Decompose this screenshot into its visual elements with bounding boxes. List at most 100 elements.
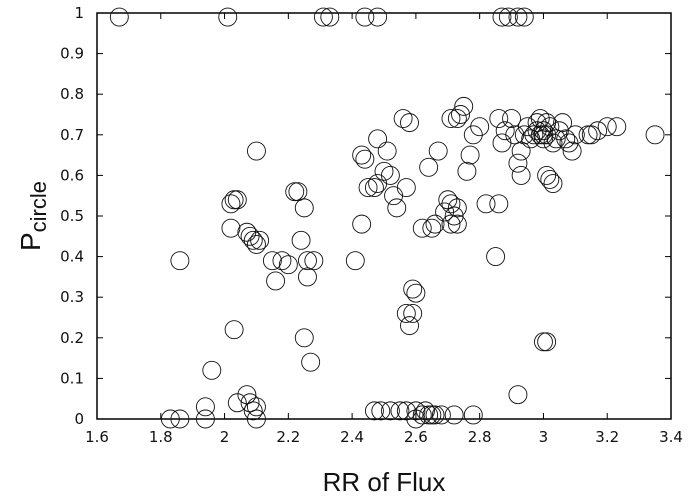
x-tick-label: 3 (539, 428, 549, 446)
data-point (447, 214, 467, 234)
x-tick-label: 3.4 (659, 428, 683, 446)
data-point (368, 129, 388, 149)
data-point (109, 7, 129, 27)
data-point (476, 194, 496, 214)
data-point (195, 397, 215, 417)
data-point (514, 7, 534, 27)
data-point (355, 7, 375, 27)
data-point (380, 165, 400, 185)
data-point (364, 401, 384, 421)
x-tick-label: 2.8 (468, 428, 492, 446)
data-point (527, 121, 547, 141)
data-point (492, 133, 512, 153)
y-tick-label: 0.6 (60, 166, 84, 184)
x-tick-label: 2.2 (276, 428, 300, 446)
svg-text:Pcircle: Pcircle (15, 181, 51, 251)
data-point (514, 125, 534, 145)
data-point (460, 145, 480, 165)
data-point (530, 109, 550, 129)
data-points (109, 7, 665, 429)
data-point (384, 186, 404, 206)
data-point (597, 117, 617, 137)
data-point (406, 401, 426, 421)
y-tick-label: 0 (74, 410, 84, 428)
x-tick-label: 2.4 (340, 428, 364, 446)
data-point (246, 409, 266, 429)
y-tick-label: 0.5 (60, 207, 84, 225)
data-point (224, 320, 244, 340)
y-tick-label: 0.7 (60, 126, 84, 144)
x-tick-label: 1.8 (149, 428, 173, 446)
data-point (428, 141, 448, 161)
data-point (537, 125, 557, 145)
data-point (533, 129, 553, 149)
data-point (412, 218, 432, 238)
data-point (495, 121, 515, 141)
data-point (486, 247, 506, 267)
data-point (537, 332, 557, 352)
data-point (272, 251, 292, 271)
data-point (537, 165, 557, 185)
data-point (540, 117, 560, 137)
y-tick-label: 0.3 (60, 288, 84, 306)
data-point (498, 7, 518, 27)
data-point (403, 303, 423, 323)
data-point (266, 271, 286, 291)
data-point (546, 129, 566, 149)
data-point (396, 178, 416, 198)
data-point (294, 328, 314, 348)
data-point (240, 226, 260, 246)
data-point (298, 251, 317, 271)
data-point (412, 405, 432, 425)
data-point (224, 190, 244, 210)
data-point (454, 96, 474, 116)
data-point (559, 133, 579, 153)
data-point (352, 214, 372, 234)
data-point (588, 121, 608, 141)
data-point (441, 194, 461, 214)
data-point (262, 251, 282, 271)
data-point (380, 401, 400, 421)
y-axis-title: Pcircle (15, 181, 51, 251)
data-point (549, 121, 569, 141)
data-point (419, 405, 439, 425)
data-point (508, 7, 528, 27)
data-point (441, 214, 461, 234)
data-point (358, 178, 378, 198)
data-point (237, 222, 257, 242)
data-point (470, 117, 490, 137)
data-point (502, 109, 522, 129)
data-point (320, 7, 340, 27)
data-point (533, 332, 553, 352)
data-point (396, 401, 416, 421)
data-point (492, 7, 512, 27)
x-tick-label: 1.6 (85, 428, 109, 446)
data-point (368, 7, 388, 27)
data-point (160, 409, 180, 429)
data-point (578, 125, 598, 145)
data-point (246, 397, 266, 417)
data-point (457, 161, 477, 181)
data-point (202, 360, 222, 380)
y-axis-ticks: 0 0.1 0.2 0.3 0.4 0.5 0.6 0.7 0.8 0.9 1 (60, 4, 671, 428)
x-axis-title: RR of Flux (323, 467, 446, 497)
data-point (416, 401, 435, 421)
data-point (565, 125, 585, 145)
data-point (313, 7, 333, 27)
data-point (396, 303, 416, 323)
data-point (291, 230, 311, 250)
data-point (441, 109, 461, 129)
y-tick-label: 0.4 (60, 248, 84, 266)
data-point (438, 190, 458, 210)
data-point (425, 214, 445, 234)
y-tick-label: 0.1 (60, 369, 84, 387)
data-point (425, 405, 445, 425)
data-point (237, 385, 257, 405)
data-point (298, 267, 317, 287)
y-axis-title-main: P (15, 232, 46, 251)
y-tick-label: 0.8 (60, 85, 84, 103)
data-point (250, 230, 270, 250)
data-point (195, 409, 215, 429)
data-point (403, 279, 423, 299)
